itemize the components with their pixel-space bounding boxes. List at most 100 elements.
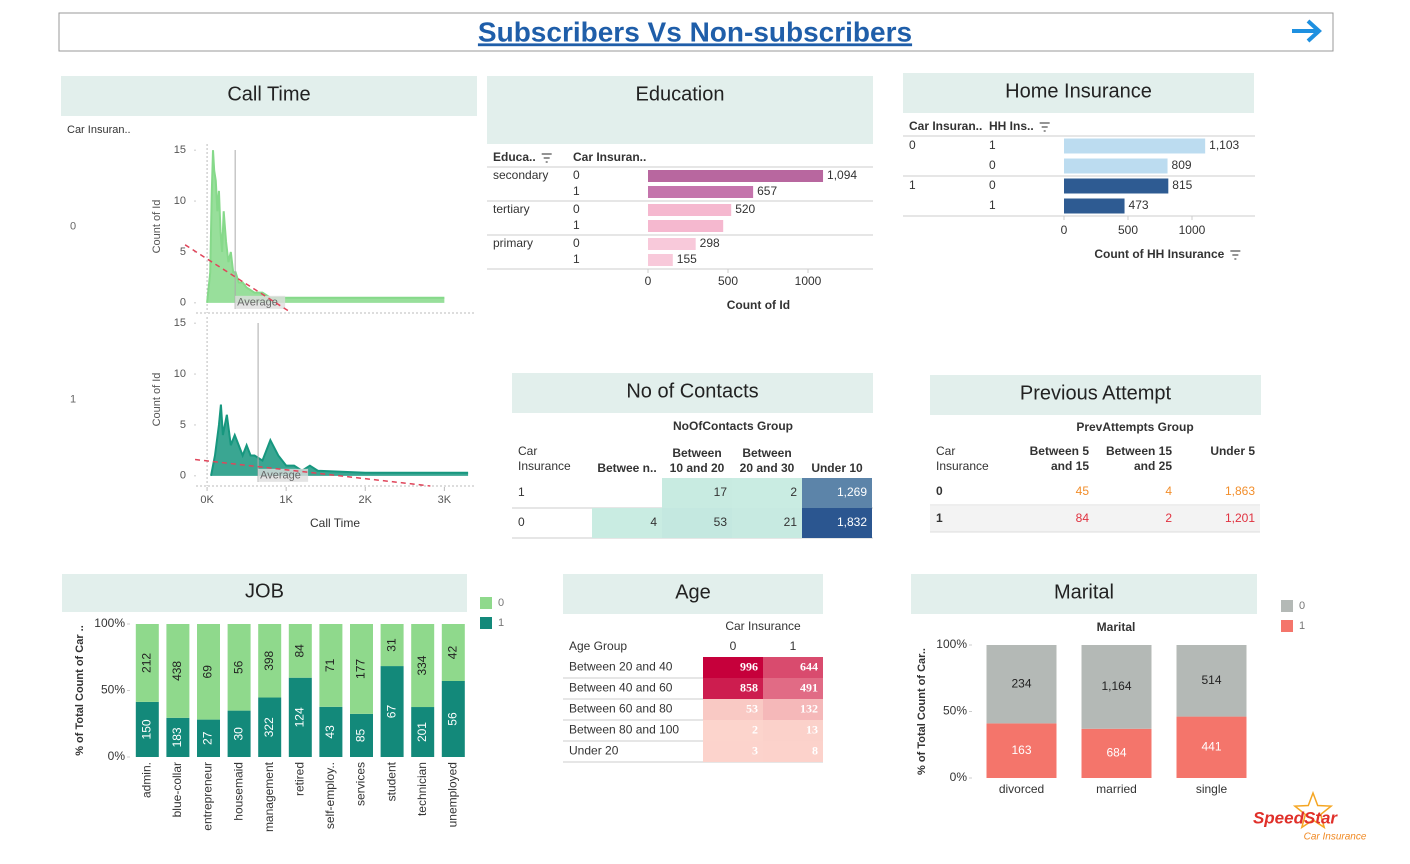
value-label: 298 [700,236,720,250]
heat-cell [703,678,763,699]
row-stripe [930,506,1260,532]
bar [648,254,673,266]
heat-cell [763,657,823,678]
y-tick-label: 0% [950,770,968,784]
sort-icon [1039,122,1050,132]
column-header-box: Between 10 and 20 [670,446,725,475]
value-label: 234 [1011,676,1031,690]
sub-row-label: 0 [989,178,996,192]
column-header: Between 5 and 15 [1029,444,1089,473]
cell-value: 84 [1076,511,1090,525]
column-header: Between 15 and 25 [1105,444,1172,473]
heat-cell [592,508,662,538]
area-line [210,404,469,477]
value-label: 322 [262,717,276,737]
row-label: Under 20 [569,744,619,758]
bar-segment [411,707,435,757]
row-label: Between 60 and 80 [569,702,673,716]
y-tick-label: 5 [180,246,186,258]
value-label: 201 [415,722,429,742]
bar-segment [197,719,220,757]
sub-row-label: 0 [573,168,580,182]
row-header: Car Insurance [518,444,571,473]
value-label: 42 [445,646,459,660]
cell-value: 1,269 [837,485,867,499]
column-header-box: Under 10 [811,461,862,475]
y-tick-label: 15 [174,144,186,156]
sort-icon [1230,250,1241,260]
heat-cell [703,699,763,720]
column-header-box: Under 5 [1210,444,1255,458]
logo-tagline: Car Insurance [1304,832,1367,843]
x-tick-label: housemaid [231,762,245,821]
legend-swatch [480,617,492,629]
logo-name: SpeedStar [1253,808,1338,827]
value-label: 520 [735,202,755,216]
heat-cell [703,741,763,762]
value-label: 56 [231,660,245,674]
value-label: 1,164 [1101,679,1131,693]
x-tick-label: 0 [645,274,652,288]
bar-segment [258,697,282,757]
value-label: 438 [170,661,184,681]
heat-cell [763,741,823,762]
value-label: 398 [262,650,276,670]
bar-segment [441,624,465,681]
bar [1064,178,1169,194]
value-label: 43 [323,725,337,739]
x-tick-label: student [384,761,398,801]
bar-segment [135,624,159,702]
bar-segment [380,624,404,667]
value-label: 684 [1106,746,1126,760]
y-tick-label: 100% [936,637,967,651]
y-tick-label: 0 [180,470,186,482]
bar-segment [350,713,373,757]
title-box [62,574,467,612]
cell-value: 2 [790,485,797,499]
y-tick-label: 50% [943,704,967,718]
value-label: 150 [139,719,153,739]
bar-segment [411,624,435,708]
panel-title: Call Time [227,83,310,105]
sub-row-label: 0 [989,158,996,172]
bar [648,238,696,250]
x-tick-label: retired [292,762,306,796]
x-tick-label: 1K [279,494,293,506]
value-label: 163 [1011,743,1031,757]
value-label: 1,103 [1209,138,1239,152]
legend-swatch [1281,600,1293,612]
panel-title: Marital [1054,581,1114,603]
legend-swatch [1281,620,1293,632]
cell-value: 132 [800,701,818,715]
value-label: 31 [384,638,398,652]
title-box [930,375,1261,415]
area-fill [211,404,469,476]
legend-label: 0 [1299,600,1305,612]
next-arrow[interactable] [1292,19,1322,43]
heat-cell [802,508,872,538]
heat-cell [703,720,763,741]
bar [1064,158,1168,174]
value-label: 30 [231,727,245,741]
cell-value: 1,201 [1225,511,1255,525]
value-label: 56 [445,712,459,726]
bar-segment [1176,645,1247,717]
x-tick-label: 3K [438,494,452,506]
column-header-box: Between 5 and 15 [1029,444,1089,473]
cell-value: 53 [746,701,758,715]
sub-row-label: 1 [573,184,580,198]
bar [648,186,754,198]
bar-segment [288,677,312,757]
y-tick-label: 0 [180,297,186,309]
heat-cell [732,478,802,508]
value-label: 809 [1172,158,1192,172]
arrow-icon[interactable] [1292,19,1322,43]
heat-cell [703,657,763,678]
x-tick-label: entrepreneur [201,762,215,831]
panel-title: Education [636,83,725,105]
column-group-header: NoOfContacts Group [673,419,793,433]
panel-title: No of Contacts [626,380,758,402]
column-header: Educa.. [493,150,536,164]
row-label: 0 [909,138,916,152]
row-label: 0 [936,484,943,498]
